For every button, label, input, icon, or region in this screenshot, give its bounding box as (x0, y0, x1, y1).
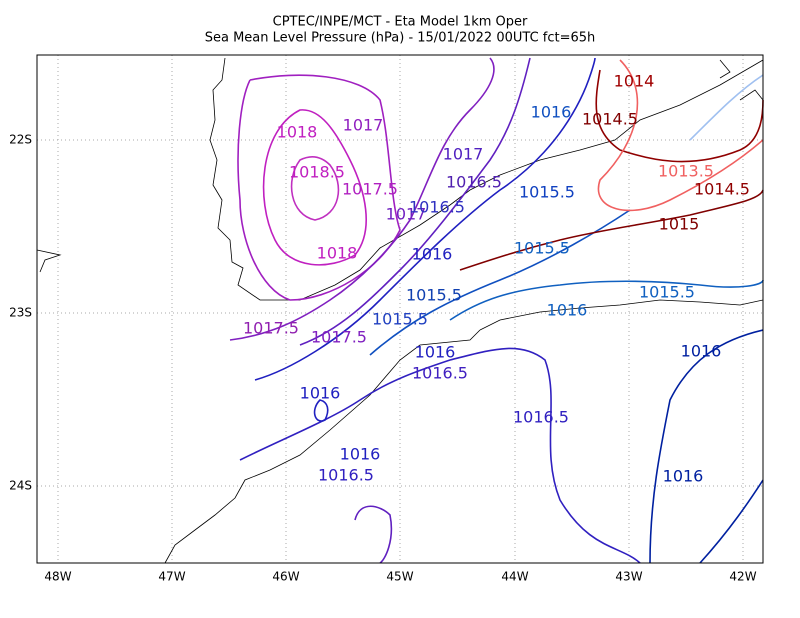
x-tick-label: 42W (729, 570, 756, 584)
x-tick-label: 43W (615, 570, 642, 584)
y-axis: 22S 23S 24S (9, 133, 32, 493)
contour-label: 1017 (386, 205, 427, 224)
contour-label: 1016.5 (412, 364, 468, 383)
contour-label: 1016 (547, 301, 588, 320)
contour-label: 1018.5 (289, 163, 345, 182)
title-line: CPTEC/INPE/MCT - Eta Model 1km Oper (273, 15, 528, 30)
contour-label: 1013.5 (658, 162, 714, 181)
x-tick-label: 47W (158, 570, 185, 584)
contour-label: 1017.5 (342, 180, 398, 199)
y-tick-label: 23S (9, 306, 32, 320)
contour-label: 1014.5 (582, 110, 638, 129)
map-frame (36, 54, 764, 564)
contour-label: 1015.5 (639, 283, 695, 302)
contour-label: 1016.5 (318, 466, 374, 485)
x-tick-label: 44W (501, 570, 528, 584)
contour-label: 1016.5 (446, 173, 502, 192)
contour-label: 1016 (300, 384, 341, 403)
x-tick-label: 45W (386, 570, 413, 584)
title-line: Sea Mean Level Pressure (hPa) - 15/01/20… (205, 31, 596, 46)
x-tick-label: 48W (44, 570, 71, 584)
contour-label: 1018 (277, 123, 318, 142)
contour-label: 1016.5 (409, 198, 465, 217)
contour-label: 1015.5 (372, 310, 428, 329)
contour-label: 1016 (340, 445, 381, 464)
contour-label: 1015.5 (514, 239, 570, 258)
x-axis: 48W 47W 46W 45W 44W 43W 42W (44, 570, 756, 584)
contour-label: 1016 (663, 467, 704, 486)
contour-label: 1016 (681, 342, 722, 361)
contour-label: 1017 (443, 145, 484, 164)
y-tick-label: 22S (9, 133, 32, 147)
contour-label: 1018 (317, 244, 358, 263)
contour-label: 1014 (614, 72, 655, 91)
contour-label: 1014.5 (694, 180, 750, 199)
y-tick-label: 24S (9, 479, 32, 493)
contour-label: 1017.5 (243, 319, 299, 338)
contour-label: 1015.5 (519, 183, 575, 202)
contour-label: 1016.5 (513, 408, 569, 427)
contour-label: 1016 (412, 245, 453, 264)
x-tick-label: 46W (272, 570, 299, 584)
contour-label: 1015.5 (406, 286, 462, 305)
contour-label: 1015 (659, 215, 700, 234)
contour-label: 1016 (415, 343, 456, 362)
contours (229, 57, 764, 564)
contour-labels: 1018 1017 1018.5 1017.5 1017 1018 1017.5… (243, 72, 750, 486)
contour-label: 1017 (343, 116, 384, 135)
contour-label: 1017.5 (311, 328, 367, 347)
contour-label: 1016 (531, 103, 572, 122)
